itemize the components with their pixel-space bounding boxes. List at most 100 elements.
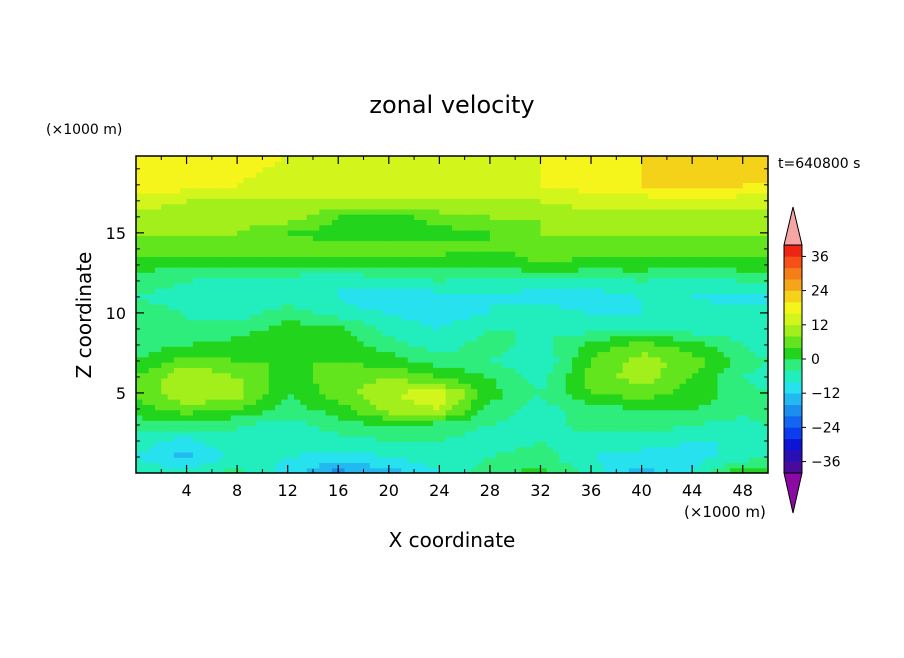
heatmap-cell [496, 436, 504, 442]
heatmap-cell [167, 251, 175, 257]
heatmap-cell [559, 425, 567, 432]
heatmap-cell [401, 251, 409, 257]
heatmap-cell [243, 219, 251, 226]
heatmap-cell [647, 282, 655, 289]
heatmap-cell [679, 303, 687, 310]
heatmap-cell [344, 451, 352, 458]
heatmap-cell [395, 325, 403, 331]
heatmap-cell [136, 219, 143, 226]
heatmap-cell [401, 362, 409, 368]
heatmap-cell [742, 425, 750, 432]
heatmap-cell [154, 414, 162, 421]
heatmap-cell [654, 351, 662, 358]
heatmap-cell [281, 319, 289, 326]
heatmap-cell [224, 388, 232, 395]
heatmap-cell [249, 462, 257, 469]
heatmap-cell [312, 372, 320, 379]
heatmap-cell [553, 266, 561, 273]
heatmap-cell [294, 224, 301, 231]
heatmap-cell [237, 393, 245, 400]
heatmap-cell [173, 251, 181, 257]
heatmap-cell [521, 362, 529, 368]
heatmap-cell [312, 404, 320, 411]
heatmap-cell [388, 261, 396, 268]
heatmap-cell [761, 282, 768, 289]
heatmap-cell [344, 272, 352, 279]
heatmap-cell [319, 335, 327, 342]
heatmap-cell [154, 362, 162, 368]
heatmap-cell [628, 245, 636, 252]
heatmap-cell [211, 277, 219, 284]
heatmap-cell [559, 293, 567, 300]
heatmap-cell [439, 251, 447, 257]
heatmap-cell [287, 430, 295, 437]
heatmap-cell [610, 303, 617, 310]
heatmap-cell [148, 309, 156, 316]
heatmap-cell [559, 367, 567, 374]
heatmap-cell [167, 388, 175, 395]
heatmap-cell [704, 393, 712, 400]
heatmap-cell [268, 388, 276, 395]
heatmap-cell [249, 409, 257, 416]
heatmap-cell [496, 377, 504, 384]
heatmap-cell [452, 319, 459, 326]
heatmap-cell [256, 399, 263, 405]
heatmap-cell [376, 277, 384, 284]
heatmap-cell [572, 229, 579, 236]
heatmap-cell [673, 335, 681, 342]
heatmap-cell [338, 457, 346, 464]
heatmap-cell [154, 351, 162, 358]
heatmap-cell [256, 451, 263, 458]
heatmap-cell [167, 462, 175, 469]
heatmap-cell [603, 351, 611, 358]
heatmap-cell [496, 266, 504, 273]
heatmap-cell [344, 266, 352, 273]
heatmap-cell [369, 293, 377, 300]
heatmap-cell [489, 414, 497, 421]
heatmap-cell [312, 383, 320, 390]
heatmap-cell [458, 266, 466, 273]
heatmap-cell [395, 330, 403, 337]
heatmap-cell [698, 441, 706, 448]
heatmap-cell [761, 335, 768, 342]
heatmap-cell [199, 314, 207, 321]
heatmap-cell [508, 393, 516, 400]
heatmap-cell [262, 377, 270, 384]
heatmap-cell [458, 277, 466, 284]
heatmap-cell [205, 314, 213, 321]
heatmap-cell [673, 235, 681, 242]
heatmap-cell [761, 372, 768, 379]
heatmap-cell [616, 314, 624, 321]
heatmap-cell [445, 399, 453, 405]
heatmap-cell [186, 309, 194, 316]
heatmap-cell [338, 383, 346, 390]
heatmap-cell [395, 235, 403, 242]
heatmap-cell [641, 325, 649, 331]
heatmap-cell [635, 235, 643, 242]
heatmap-cell [173, 356, 181, 363]
heatmap-cell [376, 266, 384, 273]
heatmap-cell [154, 467, 162, 473]
heatmap-cell [275, 325, 282, 331]
heatmap-cell [312, 467, 320, 473]
heatmap-cell [154, 309, 162, 316]
heatmap-cell [199, 245, 207, 252]
heatmap-cell [211, 309, 219, 316]
heatmap-cell [603, 272, 611, 279]
heatmap-cell [243, 261, 251, 268]
heatmap-cell [723, 356, 731, 363]
heatmap-cell [502, 235, 510, 242]
heatmap-cell [521, 388, 529, 395]
heatmap-cell [483, 235, 491, 242]
heatmap-cell [591, 282, 598, 289]
heatmap-cell [180, 330, 188, 337]
heatmap-cell [249, 303, 257, 310]
heatmap-cell [275, 266, 282, 273]
heatmap-cell [591, 446, 598, 453]
heatmap-cell [357, 436, 365, 442]
heatmap-cell [679, 377, 687, 384]
heatmap-cell [521, 277, 529, 284]
heatmap-cell [723, 314, 731, 321]
heatmap-cell [363, 330, 371, 337]
